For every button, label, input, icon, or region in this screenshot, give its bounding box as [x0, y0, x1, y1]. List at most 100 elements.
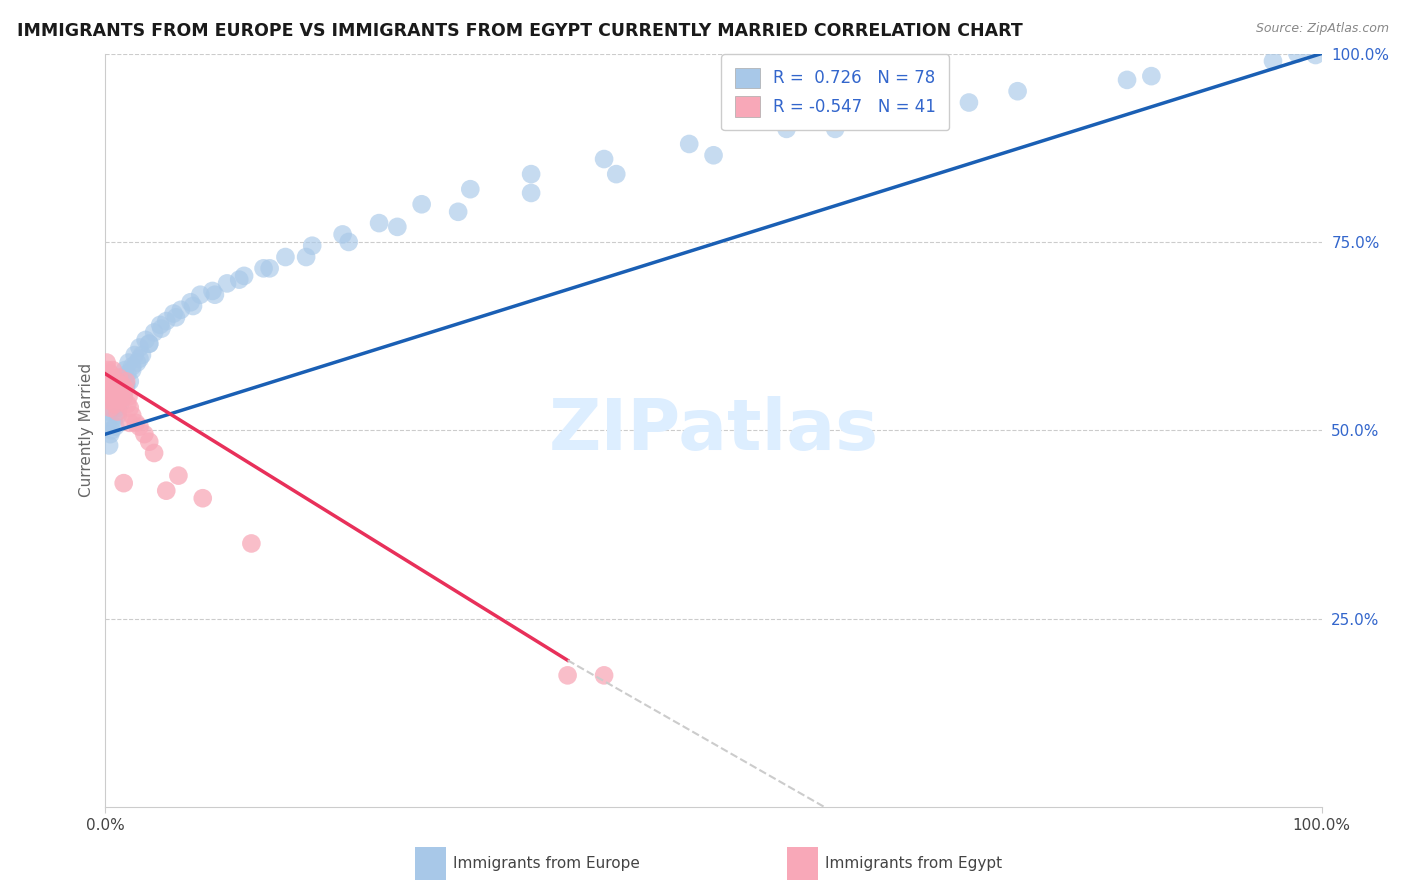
Point [98, 404, 121, 418]
Point [98, 401, 121, 415]
Point [1286, 46, 1309, 61]
Point [131, 348, 153, 362]
Point [98, 427, 121, 442]
Point [217, 277, 239, 291]
Point [108, 393, 131, 408]
Point [128, 419, 150, 434]
Point [228, 273, 250, 287]
Point [115, 375, 138, 389]
Point [775, 122, 797, 136]
Point [128, 351, 150, 366]
Point [125, 355, 148, 369]
Point [115, 378, 138, 392]
Point [411, 197, 433, 211]
Point [149, 318, 172, 332]
Point [98, 385, 121, 400]
Point [188, 287, 211, 301]
Text: Source: ZipAtlas.com: Source: ZipAtlas.com [1256, 22, 1389, 36]
Point [98, 367, 121, 381]
Point [98, 370, 121, 384]
Point [110, 389, 132, 403]
Point [1007, 84, 1029, 98]
Point [1305, 48, 1327, 62]
Point [103, 389, 125, 403]
Point [138, 434, 160, 449]
Point [593, 668, 616, 682]
Point [97, 363, 120, 377]
Point [240, 536, 263, 550]
Point [118, 416, 141, 430]
Point [96, 355, 118, 369]
Point [117, 367, 139, 381]
Point [181, 299, 204, 313]
Point [112, 389, 135, 403]
Point [180, 295, 202, 310]
Point [110, 382, 132, 396]
Point [121, 359, 143, 374]
Point [111, 370, 134, 384]
Point [101, 389, 124, 403]
Point [252, 261, 274, 276]
Point [167, 468, 190, 483]
Point [295, 250, 318, 264]
Point [104, 419, 127, 434]
Point [824, 122, 846, 136]
Point [104, 397, 127, 411]
Point [112, 476, 135, 491]
Point [121, 409, 143, 423]
Point [97, 393, 120, 408]
Point [107, 409, 129, 423]
Point [1116, 73, 1139, 87]
Point [204, 287, 226, 301]
Point [134, 427, 156, 442]
Text: Immigrants from Egypt: Immigrants from Egypt [825, 856, 1002, 871]
Point [332, 227, 354, 242]
Point [114, 382, 136, 396]
Text: ZIPatlas: ZIPatlas [548, 396, 879, 465]
Point [103, 378, 125, 392]
Point [605, 167, 627, 181]
Point [125, 416, 148, 430]
Point [112, 389, 135, 403]
Point [100, 375, 122, 389]
Point [520, 167, 543, 181]
Point [368, 216, 391, 230]
Point [155, 314, 177, 328]
Point [100, 393, 122, 408]
Point [103, 378, 125, 392]
Point [118, 375, 141, 389]
Point [100, 382, 122, 396]
Point [155, 483, 177, 498]
Point [111, 378, 134, 392]
Point [117, 397, 139, 411]
Y-axis label: Currently Married: Currently Married [79, 363, 94, 498]
Point [115, 378, 138, 392]
Point [138, 336, 160, 351]
Point [103, 412, 125, 426]
Point [191, 491, 214, 506]
Point [593, 152, 616, 166]
Point [678, 136, 700, 151]
Point [162, 307, 184, 321]
Point [110, 385, 132, 400]
Point [447, 204, 470, 219]
Point [105, 375, 128, 389]
Point [124, 348, 146, 362]
Point [107, 401, 129, 415]
Point [138, 336, 160, 351]
Point [118, 401, 141, 415]
Point [557, 668, 579, 682]
Point [98, 438, 121, 452]
Point [100, 424, 122, 438]
Point [97, 416, 120, 430]
Point [114, 363, 136, 377]
Text: Immigrants from Europe: Immigrants from Europe [453, 856, 640, 871]
Point [1140, 69, 1163, 83]
Point [117, 389, 139, 403]
Point [143, 326, 166, 340]
Point [1261, 54, 1284, 68]
Legend: R =  0.726   N = 78, R = -0.547   N = 41: R = 0.726 N = 78, R = -0.547 N = 41 [721, 54, 949, 130]
Point [520, 186, 543, 200]
Point [101, 363, 124, 377]
Point [108, 370, 131, 384]
